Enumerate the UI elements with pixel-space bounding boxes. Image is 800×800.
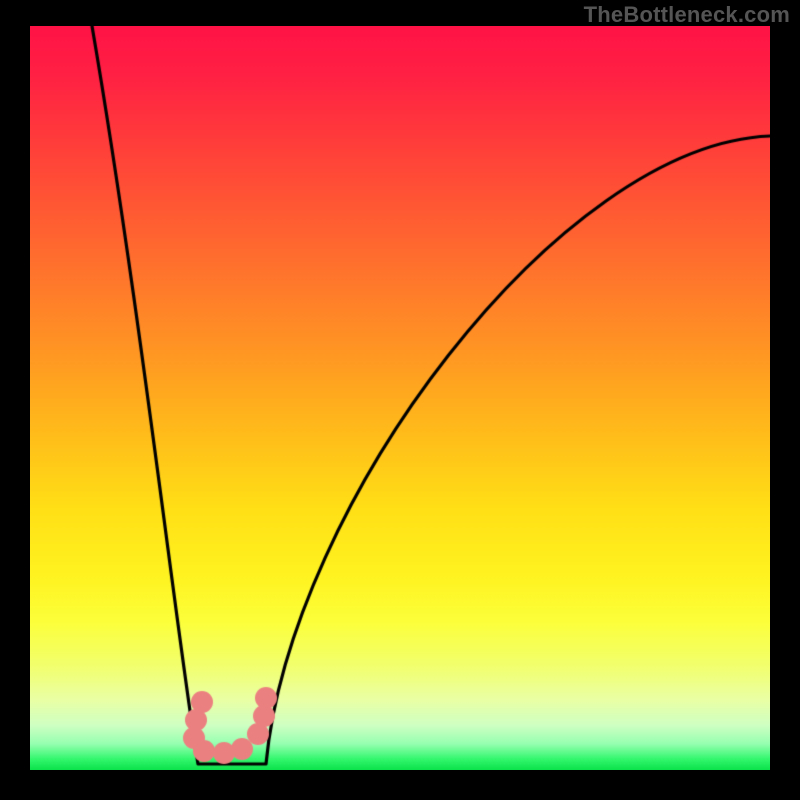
watermark-text: TheBottleneck.com <box>584 2 790 28</box>
plot-area <box>30 26 770 770</box>
bottleneck-curve <box>30 26 770 770</box>
